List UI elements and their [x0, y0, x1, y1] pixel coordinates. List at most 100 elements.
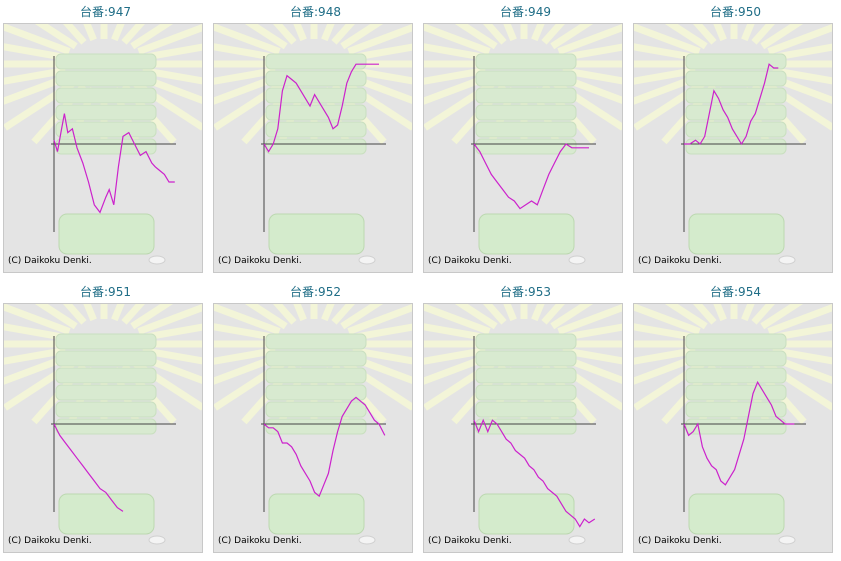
- tray: [688, 213, 785, 255]
- sunburst-ray: [111, 304, 125, 322]
- tray: [58, 213, 155, 255]
- stack-tier: [55, 333, 157, 350]
- series-line: [473, 418, 596, 528]
- series-line: [263, 396, 386, 498]
- stack-tier: [475, 384, 577, 401]
- sunburst-ray: [767, 24, 832, 55]
- sunburst-ray: [352, 43, 412, 61]
- sunburst-ray: [331, 304, 355, 325]
- chart-panel: (C) Daikoku Denki.: [3, 23, 203, 273]
- stack-tier: [265, 384, 367, 401]
- sunburst-ray: [557, 304, 622, 335]
- stack-tier: [475, 418, 577, 435]
- stack-tier: [475, 70, 577, 87]
- sunburst-ray: [772, 67, 832, 85]
- sunburst-ray: [347, 24, 412, 55]
- sunburst-ray: [111, 24, 125, 42]
- copyright-text: (C) Daikoku Denki.: [218, 536, 302, 546]
- sunburst-ray: [562, 67, 622, 85]
- stack-tier: [55, 138, 157, 155]
- stack-tier: [475, 367, 577, 384]
- sunburst-ray: [562, 347, 622, 365]
- series-line: [53, 113, 175, 214]
- sunburst-ray: [503, 24, 517, 42]
- stack-tier: [685, 87, 787, 104]
- sunburst-ray: [634, 73, 701, 105]
- sunburst-ray: [352, 347, 412, 365]
- chart-svg: [4, 304, 202, 545]
- sunburst-ray: [137, 304, 202, 335]
- sunburst-ray: [424, 43, 486, 61]
- sunburst-ray: [751, 304, 775, 325]
- sunburst-ray: [137, 24, 202, 55]
- chart-panel: (C) Daikoku Denki.: [423, 303, 623, 553]
- stack-tier: [55, 53, 157, 70]
- tray: [58, 493, 155, 535]
- stack-tier: [55, 104, 157, 121]
- stack-tier: [265, 121, 367, 138]
- sunburst-ray: [741, 304, 755, 322]
- background-illustration: [634, 304, 832, 545]
- sunburst-ray: [214, 67, 276, 85]
- stack-tier: [685, 121, 787, 138]
- sunburst-ray: [214, 323, 276, 341]
- stack-tier: [265, 333, 367, 350]
- sunburst-ray: [34, 304, 78, 330]
- stack-tier: [475, 401, 577, 418]
- sunburst-ray: [214, 304, 281, 335]
- stack-tier: [475, 121, 577, 138]
- sunburst-ray: [634, 43, 696, 61]
- stack-tier: [475, 87, 577, 104]
- sunburst-ray: [693, 304, 717, 325]
- stack-tier: [265, 350, 367, 367]
- stack-tier: [685, 350, 787, 367]
- sunburst-ray: [424, 304, 491, 335]
- stack-tier: [265, 70, 367, 87]
- stack-tier: [265, 418, 367, 435]
- sunburst-ray: [741, 24, 755, 42]
- sunburst-ray: [634, 67, 696, 85]
- sunburst-ray: [293, 24, 307, 42]
- chart-cell: 台番:949 (C) Daikoku Denki.: [423, 3, 628, 273]
- sunburst-ray: [562, 43, 622, 61]
- copyright-text: (C) Daikoku Denki.: [8, 536, 92, 546]
- sunburst-ray: [121, 304, 145, 325]
- sunburst-ray: [634, 304, 701, 335]
- stack-tier: [55, 367, 157, 384]
- chart-panel: (C) Daikoku Denki.: [633, 303, 833, 553]
- chart-cell: 台番:951 (C) Daikoku Denki.: [3, 283, 208, 553]
- background-illustration: [214, 24, 412, 265]
- sunburst-ray: [83, 304, 97, 322]
- sunburst-ray: [550, 24, 594, 50]
- sunburst-ray: [664, 24, 708, 50]
- chart-title: 台番:953: [500, 285, 551, 299]
- sunburst-ray: [352, 67, 412, 85]
- sunburst-ray: [340, 304, 384, 330]
- stack-tier: [685, 401, 787, 418]
- chart-title: 台番:952: [290, 285, 341, 299]
- sunburst-ray: [4, 323, 66, 341]
- chart-cell: 台番:948 (C) Daikoku Denki.: [213, 3, 418, 273]
- stack-tier: [55, 401, 157, 418]
- stack-tier: [685, 138, 787, 155]
- sunburst-ray: [321, 24, 335, 42]
- stack-tier: [685, 333, 787, 350]
- stack-tier: [685, 53, 787, 70]
- sunburst-ray: [121, 24, 145, 45]
- chart-title: 台番:948: [290, 5, 341, 19]
- series-line: [263, 63, 379, 153]
- chart-panel: (C) Daikoku Denki.: [213, 23, 413, 273]
- stack-tier: [475, 53, 577, 70]
- sunburst-ray: [214, 353, 281, 385]
- sunburst-ray: [352, 323, 412, 341]
- sunburst-ray: [142, 347, 202, 365]
- sunburst-ray: [772, 347, 832, 365]
- sunburst-ray: [557, 24, 622, 55]
- sunburst-ray: [4, 304, 71, 335]
- coin-icon: [568, 535, 586, 545]
- copyright-text: (C) Daikoku Denki.: [218, 256, 302, 266]
- chart-cell: 台番:952 (C) Daikoku Denki.: [213, 283, 418, 553]
- tray: [268, 213, 365, 255]
- stack-tier: [55, 350, 157, 367]
- stack-tier: [265, 87, 367, 104]
